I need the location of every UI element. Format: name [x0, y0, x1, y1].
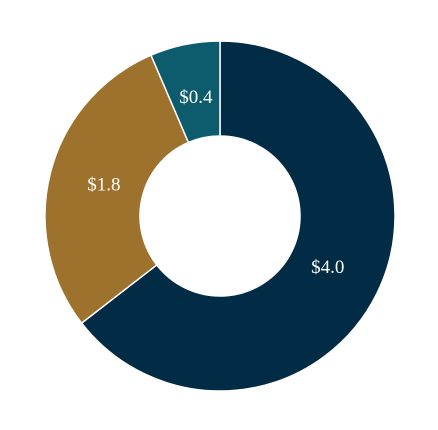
donut-slice [44, 54, 190, 325]
value-label: $1.8 [87, 174, 120, 195]
value-label: $4.0 [311, 257, 344, 278]
donut-slice [80, 40, 396, 392]
value-label: $0.4 [179, 87, 213, 108]
donut-slice [150, 40, 221, 144]
